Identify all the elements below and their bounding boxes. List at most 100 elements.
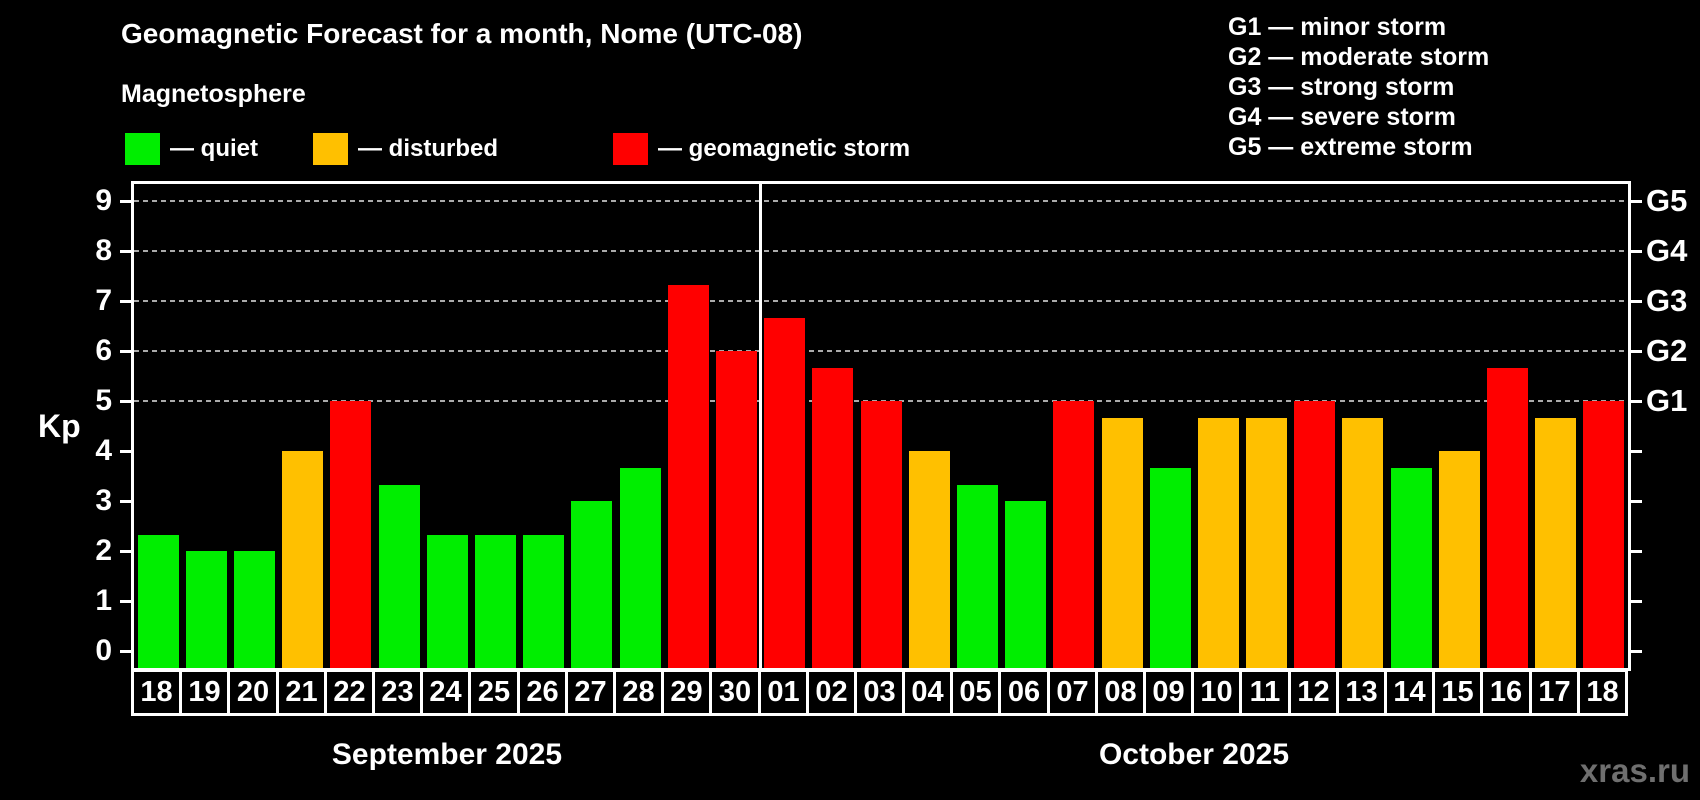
y-axis-label-7: 7 [95,284,112,317]
legend-swatch-disturbed [313,133,348,165]
right-axis-tick-8 [1630,249,1642,253]
month-separator [759,184,762,668]
kp-bar-sep-28 [619,467,661,668]
right-axis-tick-6 [1630,349,1642,353]
date-cell-oct-11: 11 [1239,669,1291,716]
y-axis-title: Kp [38,408,81,444]
legend-label-quiet: — quiet [170,135,258,162]
right-axis-tick-2 [1630,549,1642,553]
date-cell-oct-14: 14 [1384,669,1435,716]
left-axis-tick-3 [120,499,132,503]
y-axis-label-9: 9 [95,184,112,217]
kp-bar-sep-25 [475,534,516,668]
date-cell-oct-05: 05 [950,669,1001,716]
g-scale-label-g3: G3 [1646,283,1688,318]
kp-bar-oct-01 [764,317,806,668]
kp-bar-sep-24 [426,534,468,668]
y-axis-label-0: 0 [95,634,112,667]
date-cell-oct-03: 03 [854,669,905,716]
g-scale-label-g5: G5 [1646,183,1688,218]
kp-bar-oct-02 [812,367,854,668]
kp-bar-oct-03 [860,401,902,668]
left-axis-tick-1 [120,599,132,603]
g-scale-label-g4: G4 [1646,233,1688,268]
date-cell-sep-23: 23 [372,669,423,716]
left-axis-tick-5 [120,399,132,403]
kp-bar-oct-17 [1535,417,1577,668]
legend-label-storm: — geomagnetic storm [658,135,911,162]
kp-bar-oct-09 [1149,467,1191,668]
date-cell-sep-29: 29 [661,669,712,716]
date-cell-sep-24: 24 [420,669,471,716]
g-scale-legend: G1 — minor storm G2 — moderate storm G3 … [1228,12,1489,162]
kp-bar-oct-04 [908,451,950,668]
g-scale-legend-line-g1: G1 — minor storm [1228,13,1447,41]
kp-bar-sep-18 [137,534,179,668]
y-axis-label-1: 1 [95,584,112,617]
date-cell-sep-25: 25 [468,669,520,716]
date-cell-oct-16: 16 [1480,669,1532,716]
date-cell-sep-30: 30 [709,669,761,716]
date-cell-oct-10: 10 [1191,669,1242,716]
date-cell-oct-13: 13 [1336,669,1387,716]
left-axis-tick-6 [120,349,132,353]
chart-subtitle: Magnetosphere [121,80,306,108]
kp-bar-sep-26 [523,534,565,668]
g-scale-label-g1: G1 [1646,383,1688,418]
y-axis-label-6: 6 [95,334,112,367]
kp-bar-sep-27 [571,501,613,668]
right-axis-tick-9 [1630,199,1642,203]
right-axis-tick-1 [1630,599,1642,603]
kp-bar-oct-13 [1342,417,1384,668]
watermark: xras.ru [1579,752,1690,789]
page-title: Geomagnetic Forecast for a month, Nome (… [121,18,803,49]
month-label-october: October 2025 [1098,738,1290,771]
legend-swatch-quiet [125,133,160,165]
kp-bar-sep-19 [185,551,227,668]
kp-bar-oct-06 [1005,501,1047,668]
right-axis-tick-0 [1630,649,1642,653]
date-cell-oct-07: 07 [1047,669,1098,716]
date-cell-sep-21: 21 [276,669,327,716]
g-scale-legend-line-g2: G2 — moderate storm [1228,43,1490,71]
date-cell-oct-01: 01 [758,669,809,716]
y-axis-label-4: 4 [95,434,112,467]
date-cell-sep-18: 18 [131,669,182,716]
left-axis-tick-0 [120,649,132,653]
date-cell-oct-18: 18 [1577,669,1628,716]
month-label-september: September 2025 [331,738,563,771]
kp-bar-sep-29 [667,284,709,668]
legend-label-disturbed: — disturbed [358,135,499,162]
kp-bar-sep-23 [378,484,420,668]
date-cell-oct-09: 09 [1143,669,1194,716]
y-axis-label-2: 2 [95,534,112,567]
kp-bar-sep-21 [282,451,324,668]
kp-bar-oct-07 [1053,401,1095,668]
right-axis-tick-7 [1630,299,1642,303]
kp-bar-oct-16 [1487,367,1528,668]
kp-bar-oct-05 [956,484,998,668]
kp-bar-oct-08 [1101,417,1143,668]
date-cell-oct-15: 15 [1432,669,1483,716]
kp-bar-sep-20 [234,551,275,668]
kp-bar-sep-30 [715,351,757,668]
left-axis-tick-7 [120,299,132,303]
grid-line-kp7 [134,300,1628,302]
kp-bar-oct-12 [1294,401,1336,668]
left-axis-tick-2 [120,549,132,553]
kp-bar-oct-15 [1438,451,1480,668]
date-cell-sep-26: 26 [517,669,568,716]
left-axis-tick-8 [120,249,132,253]
kp-bar-sep-22 [330,401,372,668]
y-axis-label-3: 3 [95,484,112,517]
grid-line-kp9 [134,200,1628,202]
kp-bar-oct-14 [1390,467,1432,668]
left-axis-tick-9 [120,199,132,203]
date-cell-oct-02: 02 [806,669,857,716]
y-axis-label-8: 8 [95,234,112,267]
grid-line-kp6 [134,350,1628,352]
right-axis-tick-4 [1630,449,1642,453]
g-scale-legend-line-g3: G3 — strong storm [1228,73,1455,101]
kp-bar-oct-18 [1583,401,1625,668]
